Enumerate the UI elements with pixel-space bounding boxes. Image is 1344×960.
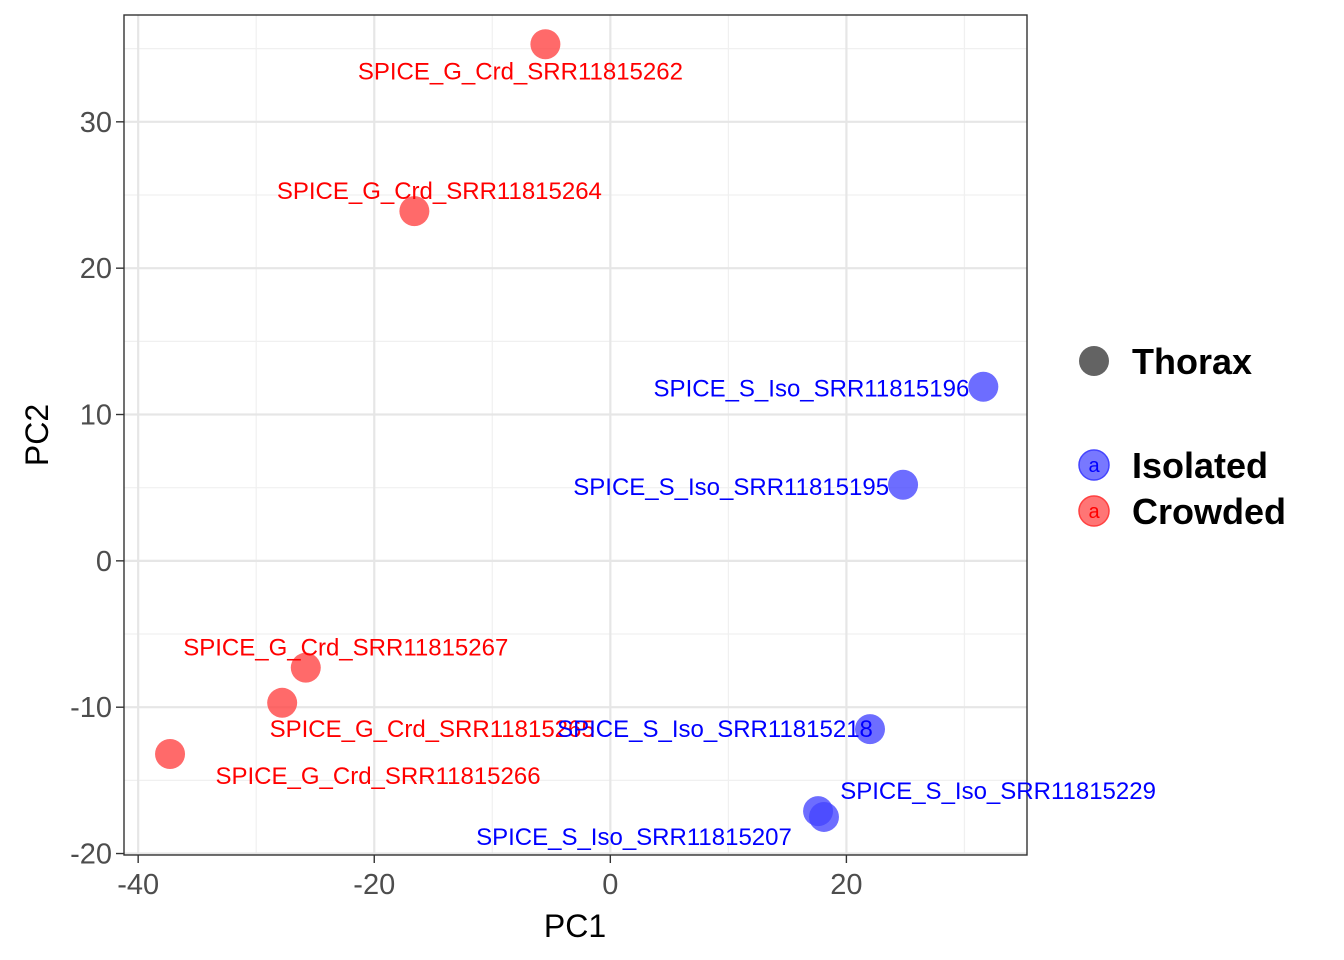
x-tick-label: 20 <box>830 869 862 901</box>
x-tick-label: -20 <box>353 869 395 901</box>
data-point-crowded <box>267 687 298 718</box>
point-label: SPICE_S_Iso_SRR11815229 <box>840 778 1156 805</box>
point-label: SPICE_G_Crd_SRR11815266 <box>215 763 540 790</box>
y-tick-label: 30 <box>80 107 112 139</box>
point-label: SPICE_G_Crd_SRR11815265 <box>270 716 595 743</box>
x-axis-title: PC1 <box>544 908 606 944</box>
legend-shape-title: Thorax <box>1132 341 1252 382</box>
data-point-crowded <box>290 652 321 683</box>
legend-key-letter: a <box>1088 501 1100 523</box>
data-point-labels: SPICE_G_Crd_SRR11815262 SPICE_G_Crd_SRR11… <box>183 58 1156 851</box>
data-points <box>155 29 999 832</box>
data-point-crowded <box>530 29 561 60</box>
y-tick-label: -20 <box>70 839 112 871</box>
data-point-isolated <box>855 714 886 745</box>
x-tick-label: 0 <box>602 869 618 901</box>
legend-color-items: a Isolated a Crowded <box>1078 445 1286 532</box>
point-label: SPICE_S_Iso_SRR11815207 <box>476 824 792 851</box>
point-label: SPICE_S_Iso_SRR11815196 <box>654 376 970 403</box>
data-point-isolated <box>808 801 839 832</box>
panel-border <box>123 14 1028 856</box>
legend-thorax-key-icon <box>1079 346 1109 376</box>
y-tick-label: 20 <box>80 253 112 285</box>
legend-key-letter: a <box>1088 455 1100 477</box>
legend-isolated-key-icon <box>1078 449 1110 481</box>
legend-label-crowded: Crowded <box>1132 491 1286 532</box>
point-label: SPICE_G_Crd_SRR11815264 <box>277 178 602 205</box>
data-point-isolated <box>968 371 999 402</box>
data-point-crowded <box>155 739 186 770</box>
data-point-isolated <box>888 469 919 500</box>
y-tick-label: 10 <box>80 400 112 432</box>
x-tick-label: -40 <box>117 869 159 901</box>
point-label: SPICE_G_Crd_SRR11815262 <box>358 58 683 85</box>
y-tick-label: -10 <box>70 692 112 724</box>
y-tick-label: 0 <box>96 546 112 578</box>
axis-ticks <box>116 121 848 863</box>
legend-label-isolated: Isolated <box>1132 445 1268 486</box>
data-point-crowded <box>399 196 430 227</box>
point-label: SPICE_S_Iso_SRR11815195 <box>573 474 889 501</box>
legend-crowded-key-icon <box>1078 495 1110 527</box>
legend: Thorax a Isolated a Crowded <box>1078 341 1286 532</box>
point-label: SPICE_S_Iso_SRR11815218 <box>557 716 873 743</box>
grid-minor <box>124 15 1027 855</box>
point-label: SPICE_G_Crd_SRR11815267 <box>183 635 508 662</box>
y-axis-title: PC2 <box>19 404 55 466</box>
